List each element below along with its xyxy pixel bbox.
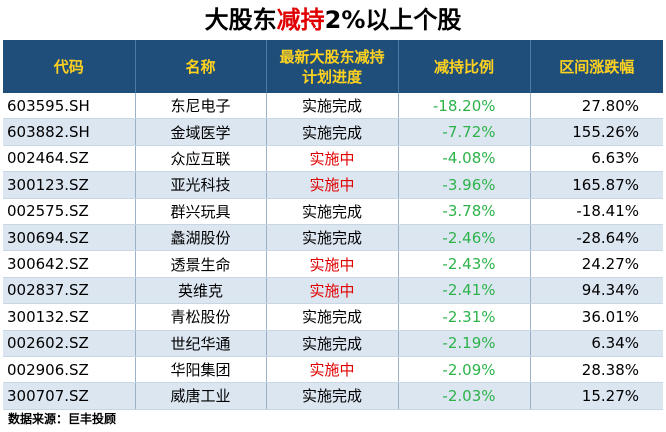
header-range: 区间涨跌幅 bbox=[530, 40, 663, 93]
reduction-ratio-cell: -2.03% bbox=[398, 382, 531, 410]
data-source-note: 数据来源：巨丰投顾 bbox=[8, 412, 117, 426]
stock-name-cell: 英维克 bbox=[135, 277, 267, 305]
price-change-cell: 15.27% bbox=[530, 382, 663, 410]
price-change-cell: 155.26% bbox=[530, 118, 663, 146]
reduction-ratio-cell: -3.96% bbox=[398, 171, 531, 199]
progress-cell: 实施中 bbox=[266, 145, 399, 173]
progress-cell: 实施完成 bbox=[266, 118, 399, 146]
table-row: 300642.SZ 透景生命 实施中 -2.43% 24.27% bbox=[3, 250, 663, 278]
progress-cell: 实施完成 bbox=[266, 303, 399, 331]
stock-name-cell: 华阳集团 bbox=[135, 356, 267, 384]
progress-cell: 实施完成 bbox=[266, 224, 399, 252]
stock-name-cell: 金域医学 bbox=[135, 118, 267, 146]
table-row: 603595.SH 东尼电子 实施完成 -18.20% 27.80% bbox=[3, 93, 663, 120]
reduction-ratio-cell: -2.09% bbox=[398, 356, 531, 384]
stock-code-cell: 300123.SZ bbox=[3, 171, 136, 199]
stock-code-cell: 002575.SZ bbox=[3, 198, 136, 225]
table-row: 002906.SZ 华阳集团 实施中 -2.09% 28.38% bbox=[3, 356, 663, 384]
page-title: 大股东减持2%以上个股 bbox=[0, 0, 666, 40]
progress-cell: 实施完成 bbox=[266, 198, 399, 225]
stock-code-cell: 002464.SZ bbox=[3, 145, 136, 173]
table-row: 300123.SZ 亚光科技 实施中 -3.96% 165.87% bbox=[3, 171, 663, 199]
table-row: 002602.SZ 世纪华通 实施完成 -2.19% 6.34% bbox=[3, 330, 663, 357]
header-code: 代码 bbox=[3, 40, 136, 93]
stock-code-cell: 300707.SZ bbox=[3, 382, 136, 410]
header-row: 代码 名称 最新大股东减持 计划进度 减持比例 区间涨跌幅 bbox=[3, 40, 663, 93]
reduction-ratio-cell: -4.08% bbox=[398, 145, 531, 173]
stock-name-cell: 威唐工业 bbox=[135, 382, 267, 410]
reduction-ratio-cell: -18.20% bbox=[398, 93, 531, 120]
table-row: 002464.SZ 众应互联 实施中 -4.08% 6.63% bbox=[3, 145, 663, 173]
table-row: 603882.SH 金域医学 实施完成 -7.72% 155.26% bbox=[3, 118, 663, 146]
reduction-ratio-cell: -7.72% bbox=[398, 118, 531, 146]
price-change-cell: 27.80% bbox=[530, 93, 663, 120]
price-change-cell: 36.01% bbox=[530, 303, 663, 331]
reduction-table: 代码 名称 最新大股东减持 计划进度 减持比例 区间涨跌幅 603595.SH 东… bbox=[3, 40, 663, 410]
stock-name-cell: 透景生命 bbox=[135, 250, 267, 278]
price-change-cell: 24.27% bbox=[530, 250, 663, 278]
reduction-ratio-cell: -2.31% bbox=[398, 303, 531, 331]
title-part-2: 减持 bbox=[276, 6, 325, 34]
price-change-cell: -18.41% bbox=[530, 198, 663, 225]
stock-name-cell: 众应互联 bbox=[135, 145, 267, 173]
stock-name-cell: 东尼电子 bbox=[135, 93, 267, 120]
stock-code-cell: 002837.SZ bbox=[3, 277, 136, 305]
header-ratio: 减持比例 bbox=[398, 40, 531, 93]
title-part-3: 2%以上个股 bbox=[324, 6, 462, 34]
stock-name-cell: 青松股份 bbox=[135, 303, 267, 331]
header-progress: 最新大股东减持 计划进度 bbox=[266, 40, 399, 93]
table-row: 300707.SZ 威唐工业 实施完成 -2.03% 15.27% bbox=[3, 382, 663, 410]
price-change-cell: 6.63% bbox=[530, 145, 663, 173]
price-change-cell: -28.64% bbox=[530, 224, 663, 252]
stock-name-cell: 亚光科技 bbox=[135, 171, 267, 199]
price-change-cell: 6.34% bbox=[530, 330, 663, 357]
progress-cell: 实施中 bbox=[266, 171, 399, 199]
header-name: 名称 bbox=[135, 40, 267, 93]
reduction-ratio-cell: -3.78% bbox=[398, 198, 531, 225]
stock-code-cell: 002906.SZ bbox=[3, 356, 136, 384]
progress-cell: 实施完成 bbox=[266, 330, 399, 357]
reduction-ratio-cell: -2.46% bbox=[398, 224, 531, 252]
stock-name-cell: 群兴玩具 bbox=[135, 198, 267, 225]
table-row: 300694.SZ 蠡湖股份 实施完成 -2.46% -28.64% bbox=[3, 224, 663, 252]
header-progress-line-1: 最新大股东减持 bbox=[279, 47, 385, 66]
progress-cell: 实施完成 bbox=[266, 93, 399, 120]
reduction-ratio-cell: -2.43% bbox=[398, 250, 531, 278]
stock-code-cell: 603882.SH bbox=[3, 118, 136, 146]
progress-cell: 实施中 bbox=[266, 356, 399, 384]
price-change-cell: 165.87% bbox=[530, 171, 663, 199]
price-change-cell: 28.38% bbox=[530, 356, 663, 384]
title-part-1: 大股东 bbox=[204, 6, 277, 34]
progress-cell: 实施中 bbox=[266, 277, 399, 305]
reduction-ratio-cell: -2.19% bbox=[398, 330, 531, 357]
stock-code-cell: 300642.SZ bbox=[3, 250, 136, 278]
header-progress-line-2: 计划进度 bbox=[301, 67, 362, 86]
progress-cell: 实施中 bbox=[266, 250, 399, 278]
stock-name-cell: 世纪华通 bbox=[135, 330, 267, 357]
stock-code-cell: 002602.SZ bbox=[3, 330, 136, 357]
stock-name-cell: 蠡湖股份 bbox=[135, 224, 267, 252]
reduction-ratio-cell: -2.41% bbox=[398, 277, 531, 305]
stock-code-cell: 603595.SH bbox=[3, 93, 136, 120]
table-row: 002837.SZ 英维克 实施中 -2.41% 94.34% bbox=[3, 277, 663, 305]
stock-code-cell: 300694.SZ bbox=[3, 224, 136, 252]
table-row: 002575.SZ 群兴玩具 实施完成 -3.78% -18.41% bbox=[3, 198, 663, 225]
stock-code-cell: 300132.SZ bbox=[3, 303, 136, 331]
price-change-cell: 94.34% bbox=[530, 277, 663, 305]
table-row: 300132.SZ 青松股份 实施完成 -2.31% 36.01% bbox=[3, 303, 663, 331]
progress-cell: 实施完成 bbox=[266, 382, 399, 410]
table-body: 603595.SH 东尼电子 实施完成 -18.20% 27.80% 603882.SH 金… bbox=[3, 93, 663, 410]
